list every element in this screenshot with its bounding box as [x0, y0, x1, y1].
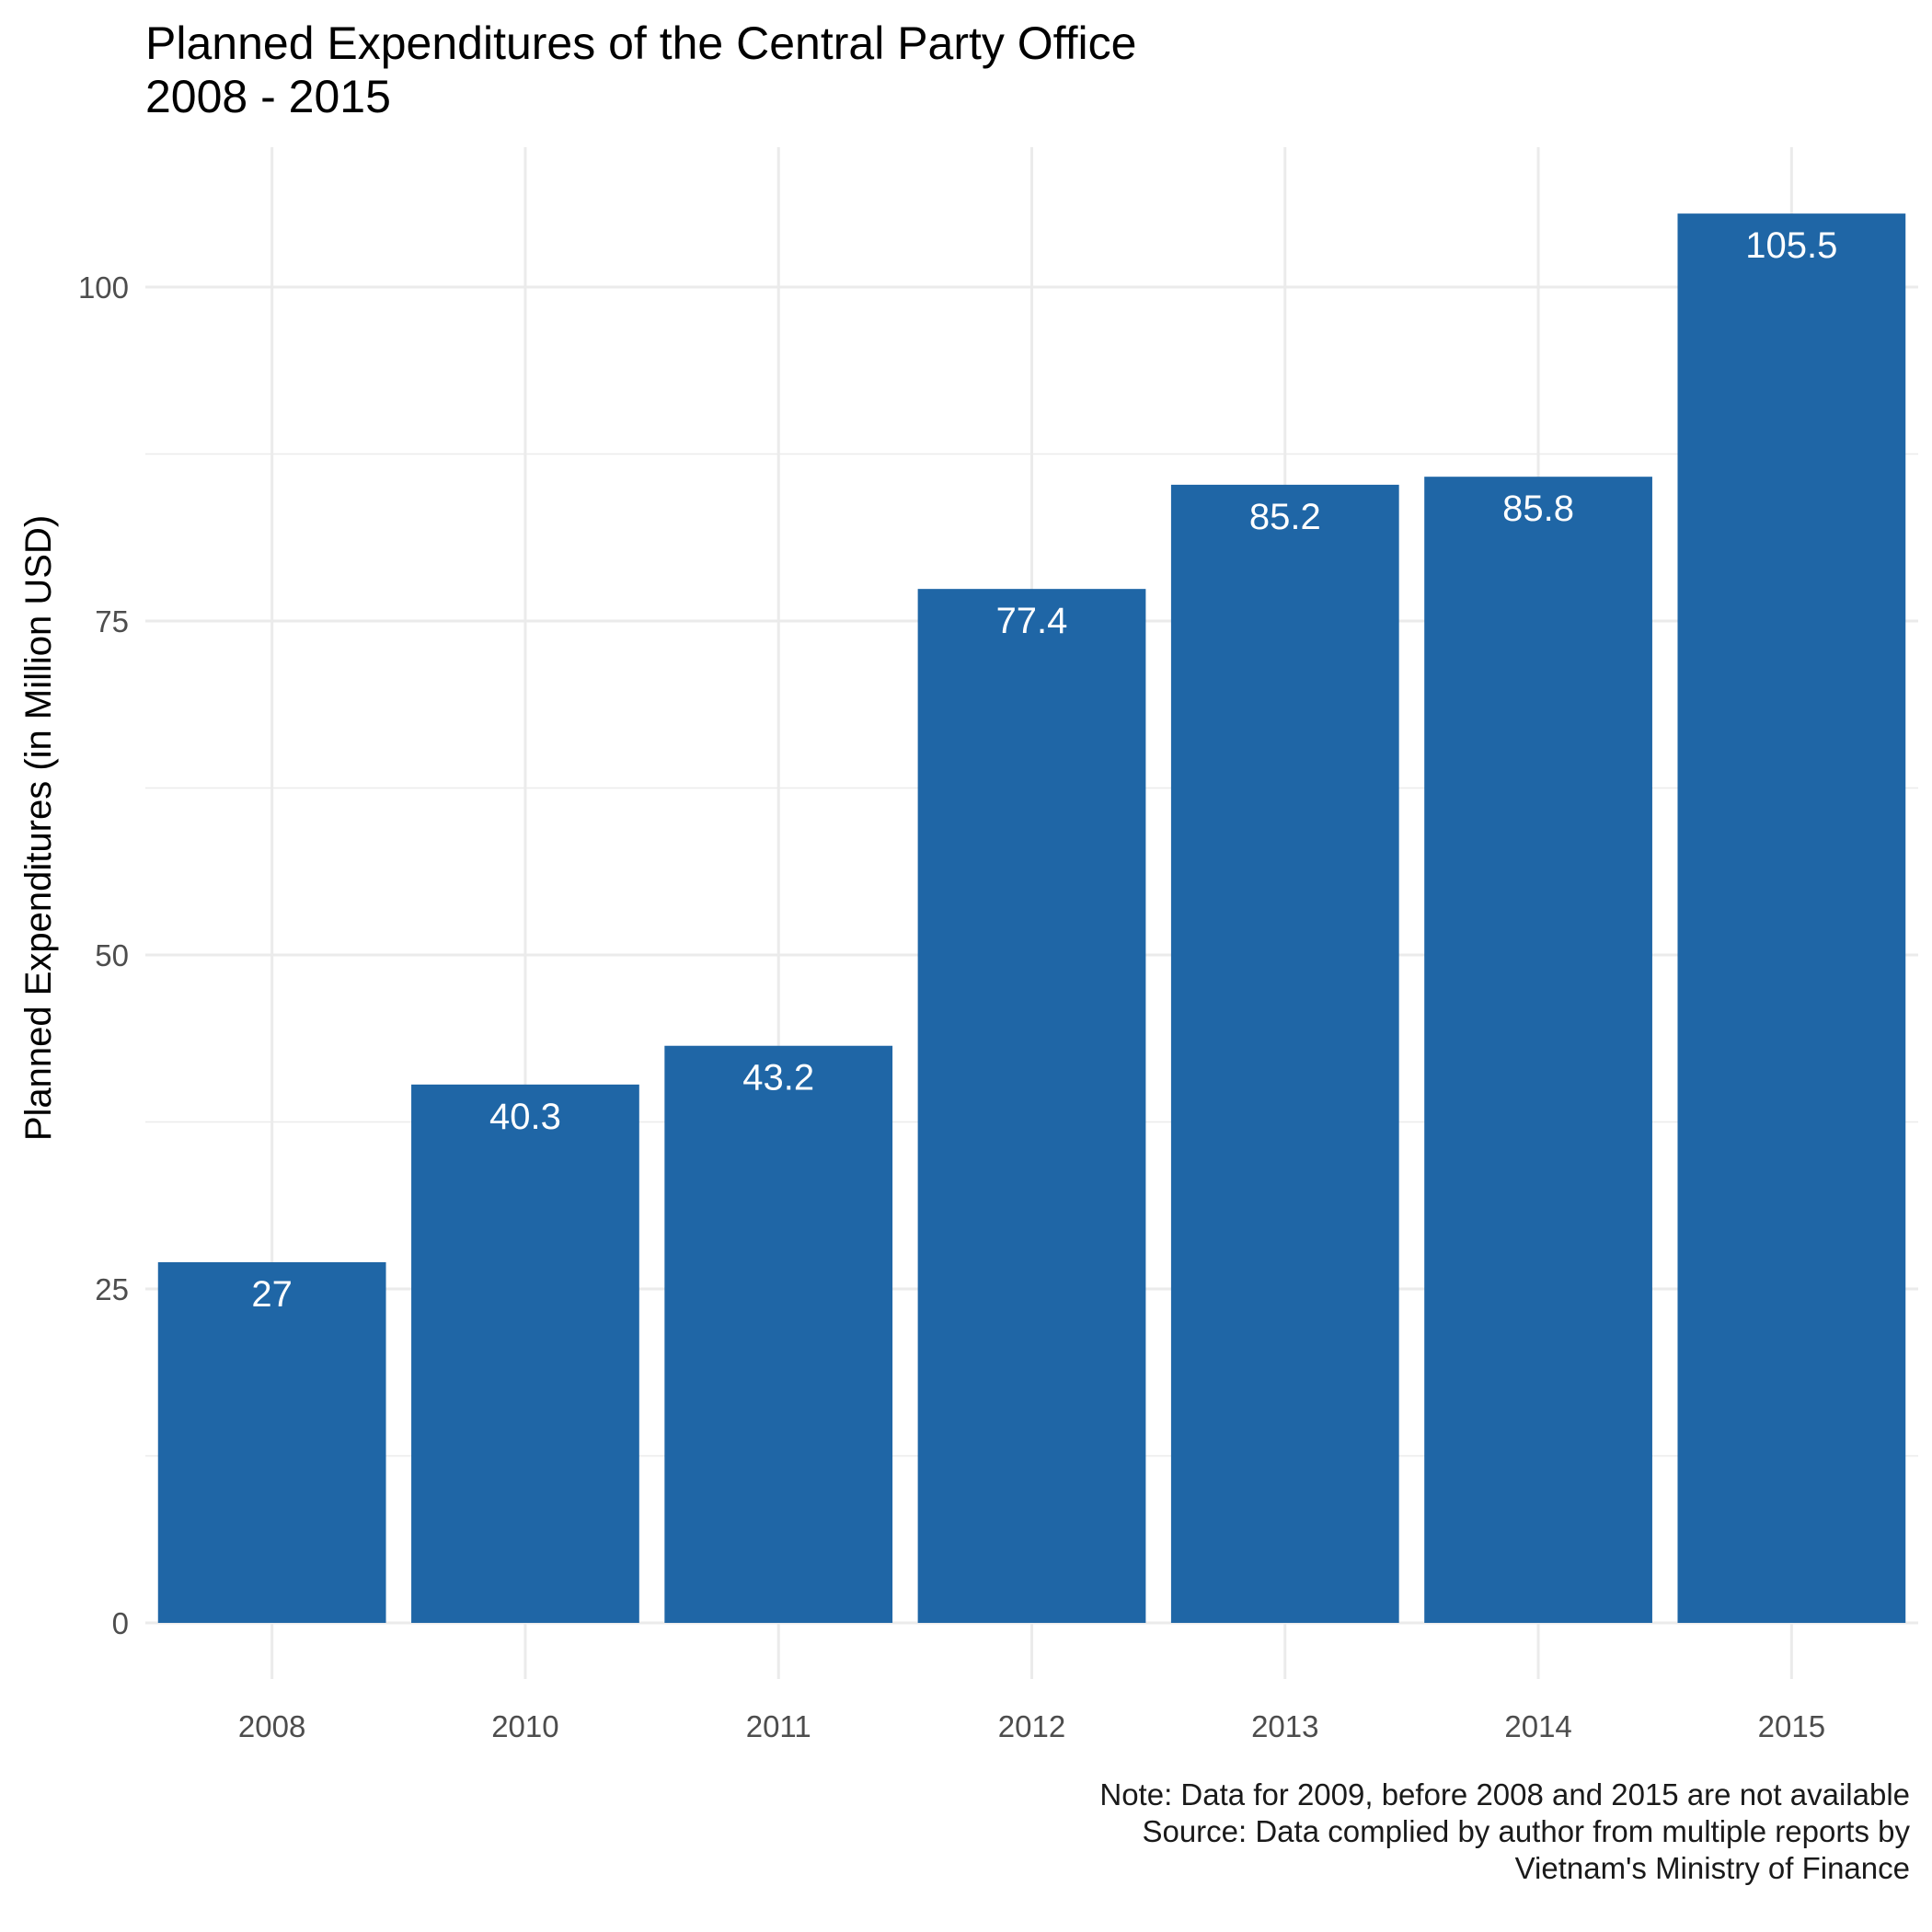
value-label-2013: 85.2 — [1249, 497, 1321, 537]
value-label-2011: 43.2 — [742, 1058, 814, 1098]
y-tick-50: 50 — [95, 938, 129, 972]
bar-2013 — [1170, 484, 1399, 1623]
y-tick-0: 0 — [112, 1606, 129, 1640]
bars — [157, 213, 1906, 1623]
x-tick-2011: 2011 — [746, 1709, 811, 1743]
bar-2014 — [1424, 477, 1652, 1623]
bar-2015 — [1677, 213, 1906, 1623]
x-tick-2010: 2010 — [491, 1709, 558, 1743]
chart-subtitle: 2008 - 2015 — [145, 71, 391, 122]
x-tick-2015: 2015 — [1758, 1709, 1825, 1743]
y-axis-label: Planned Expenditures (in Million USD) — [18, 515, 59, 1141]
caption-note: Note: Data for 2009, before 2008 and 201… — [1099, 1777, 1910, 1811]
value-label-2008: 27 — [251, 1274, 293, 1315]
bar-2008 — [157, 1261, 386, 1623]
value-label-2010: 40.3 — [489, 1097, 561, 1137]
caption-source: Source: Data complied by author from mul… — [1142, 1814, 1910, 1848]
bar-2011 — [664, 1045, 893, 1623]
y-tick-75: 75 — [95, 604, 129, 638]
x-tick-2013: 2013 — [1251, 1709, 1318, 1743]
bar-2010 — [411, 1084, 639, 1623]
chart-title: Planned Expenditures of the Central Part… — [145, 17, 1137, 69]
value-label-2012: 77.4 — [996, 601, 1068, 641]
axis-ticks: 2008 2010 2011 2012 2013 2014 2015 0 25 50 75 100 — [78, 270, 1825, 1743]
y-tick-25: 25 — [95, 1272, 129, 1306]
caption-source-cont: Vietnam's Ministry of Finance — [1514, 1851, 1910, 1885]
y-tick-100: 100 — [78, 270, 129, 305]
x-tick-2012: 2012 — [998, 1709, 1065, 1743]
x-tick-2008: 2008 — [238, 1709, 305, 1743]
x-tick-2014: 2014 — [1504, 1709, 1571, 1743]
bar-2012 — [917, 589, 1146, 1623]
value-labels: 27 40.3 43.2 77.4 85.2 85.8 105.5 — [251, 225, 1837, 1315]
value-label-2015: 105.5 — [1745, 225, 1837, 266]
value-label-2014: 85.8 — [1502, 489, 1574, 529]
